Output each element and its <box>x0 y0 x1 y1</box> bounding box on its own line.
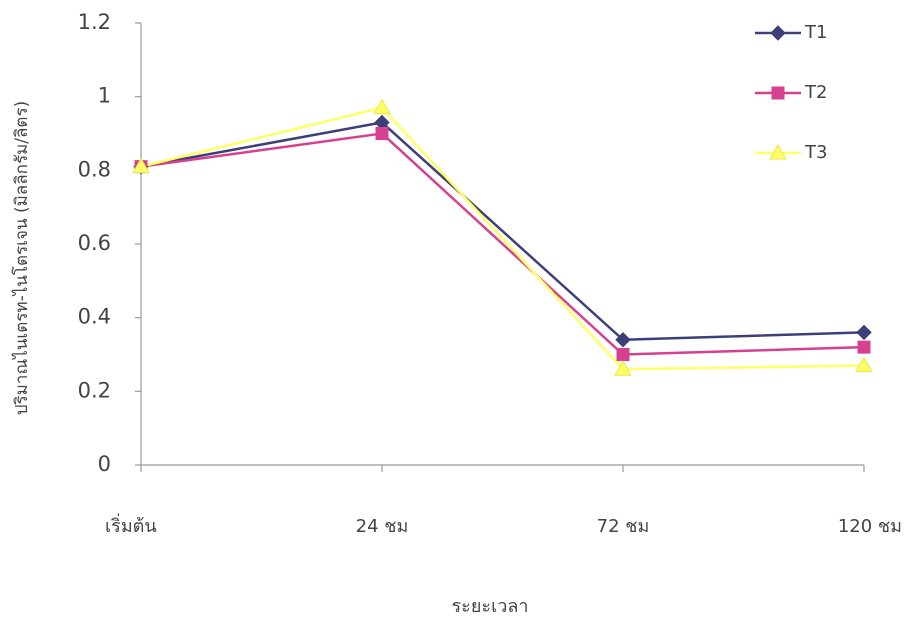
marker <box>615 332 631 348</box>
legend-marker <box>769 143 787 160</box>
series-line <box>140 132 865 356</box>
y-axis-title: ปริมาณไนเตรท-ไนโตรเจน (มิลลิกรัม/ลิตร) <box>11 101 32 415</box>
legend-marker <box>771 86 785 100</box>
marker <box>132 157 150 174</box>
y-tick-label: 1.2 <box>78 10 111 34</box>
marker <box>856 324 872 341</box>
y-tick-label: 1 <box>98 84 111 108</box>
marker <box>855 356 873 373</box>
x-tick-label: 72 ชม <box>597 516 650 537</box>
y-tick-label: 0.8 <box>78 157 111 181</box>
legend-label: T2 <box>804 82 827 103</box>
legend-marker <box>770 25 786 41</box>
marker <box>614 360 632 376</box>
marker <box>375 127 389 140</box>
marker <box>857 340 871 354</box>
y-tick-label: 0.2 <box>78 378 111 402</box>
marker <box>373 98 391 115</box>
marker <box>616 348 630 361</box>
y-tick-label: 0 <box>98 452 111 476</box>
x-tick-label: เริ่มต้น <box>105 513 157 537</box>
legend-label: T1 <box>804 22 827 43</box>
y-tick-label: 0.6 <box>78 231 111 255</box>
x-tick-label: 120 ชม <box>838 516 902 537</box>
legend-label: T3 <box>804 142 827 163</box>
series-line <box>140 106 865 371</box>
x-tick-label: 24 ชม <box>356 516 409 537</box>
y-tick-label: 0.4 <box>78 305 111 329</box>
series-line <box>140 121 865 342</box>
x-axis-title: ระยะเวลา <box>452 596 529 617</box>
